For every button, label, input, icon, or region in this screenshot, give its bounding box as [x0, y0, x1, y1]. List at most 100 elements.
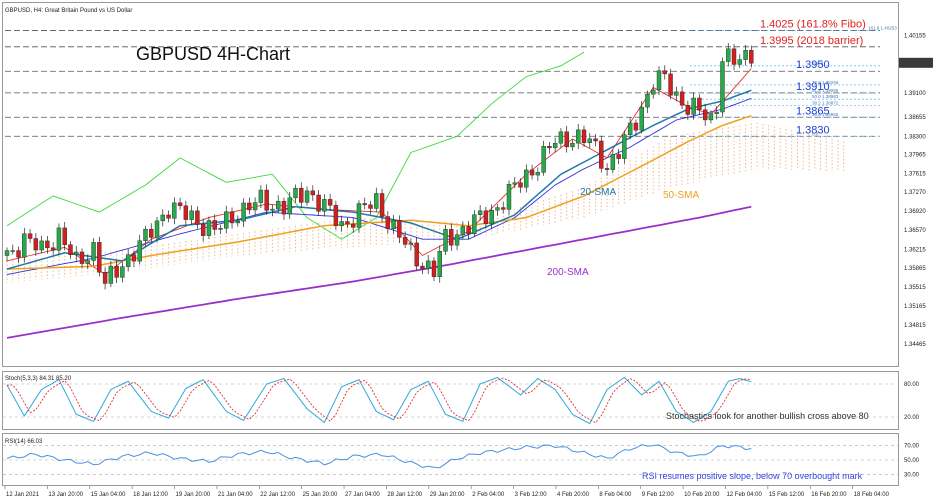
bear-candle [166, 214, 171, 219]
bull-candle [275, 200, 281, 210]
bull-candle [737, 59, 742, 65]
bull-candle [10, 250, 15, 252]
bull-candle [720, 61, 725, 113]
price-tick-label: 1.36920 [904, 209, 926, 215]
sma200-line [6, 205, 752, 339]
bull-candle [322, 199, 327, 212]
bull-candle [270, 208, 275, 211]
time-tick-label: 15 Feb 12:00 [769, 492, 805, 498]
time-tick-label: 25 Jan 20:00 [303, 492, 338, 498]
level-label: 1.3865 [796, 105, 830, 117]
bull-candle [576, 129, 581, 144]
bear-candle [362, 203, 367, 206]
bear-candle [679, 91, 685, 106]
fibo-label: 78.6 1.39246 [812, 80, 839, 85]
fibo-label: 161.8 1.40253 [868, 25, 897, 30]
bull-candle [120, 266, 125, 278]
bull-candle [477, 210, 483, 215]
bear-candle [731, 48, 737, 65]
bear-candle [195, 210, 200, 225]
bull-candle [235, 220, 241, 224]
bull-candle [172, 202, 177, 219]
bull-candle [241, 202, 246, 222]
rsi-title: RSI(14) 66.03 [5, 439, 43, 445]
stoch-title: Stoch(5,3,3) 84.31 85.20 [5, 376, 72, 382]
bear-candle [97, 242, 102, 273]
time-tick-label: 12 Jan 2021 [6, 492, 40, 498]
bear-candle [333, 205, 339, 226]
rsi-tick-label: 50.00 [904, 458, 920, 464]
bull-candle [56, 227, 62, 251]
bear-candle [264, 189, 269, 211]
fibo-label: 61.8 1.39095 [812, 88, 839, 93]
bear-candle [547, 146, 552, 149]
bear-candle [593, 138, 598, 142]
time-tick-label: 18 Jan 12:00 [133, 492, 168, 498]
bear-candle [397, 220, 402, 238]
sma50-line [6, 114, 752, 270]
bull-candle [656, 70, 662, 91]
time-tick-label: 8 Feb 04:00 [599, 492, 632, 498]
time-tick-label: 3 Feb 12:00 [515, 492, 548, 498]
bull-candle [743, 50, 748, 60]
bull-candle [489, 209, 494, 225]
bear-candle [633, 122, 639, 131]
bear-candle [420, 265, 425, 269]
sma20-line [6, 89, 752, 270]
bear-candle [749, 50, 754, 64]
level-label: 1.4025 (161.8% Fibo) [760, 19, 866, 31]
bull-candle [391, 220, 396, 229]
bear-candle [529, 169, 535, 176]
time-tick-label: 28 Jan 12:00 [387, 492, 422, 498]
fibo-label: 23.6 1.38655 [812, 112, 839, 117]
price-tick-label: 1.37615 [904, 171, 926, 177]
bull-candle [137, 240, 142, 262]
bear-candle [685, 105, 691, 115]
current-price-box [899, 57, 933, 68]
time-tick-label: 13 Jan 20:00 [48, 492, 83, 498]
fibo-label: 100.0 [812, 61, 824, 66]
bear-candle [351, 223, 356, 228]
level-label: 1.3830 [796, 124, 830, 136]
level-label: 1.3950 [796, 59, 830, 71]
bear-candle [183, 205, 189, 220]
time-tick-label: 18 Feb 04:00 [854, 492, 890, 498]
price-tick-label: 1.36570 [904, 228, 926, 234]
bull-candle [558, 131, 564, 144]
bear-candle [68, 244, 73, 255]
bull-candle [587, 138, 592, 143]
bear-candle [581, 129, 587, 143]
bull-candle [651, 89, 656, 95]
bull-candle [85, 260, 90, 264]
bull-candle [714, 111, 719, 114]
price-tick-label: 1.35865 [904, 266, 926, 272]
bull-candle [218, 228, 223, 230]
bull-candle [74, 251, 79, 255]
bear-candle [702, 109, 708, 121]
stoch-signal-line [7, 377, 752, 424]
stoch-tick-label: 80.00 [904, 382, 920, 388]
fibo-label: 50.0 1.38983 [812, 94, 839, 99]
level-label: 1.3910 [796, 81, 830, 93]
rsi-panel-frame [2, 433, 899, 486]
tenkan-sen-line [6, 68, 752, 276]
price-tick-label: 1.37270 [904, 190, 926, 196]
bull-candle [506, 184, 512, 210]
bear-candle [200, 224, 206, 236]
rsi-tick-label: 30.00 [904, 472, 920, 478]
bull-candle [691, 97, 696, 115]
bear-candle [131, 254, 137, 262]
fibo-label: 38.2 1.38872 [812, 100, 839, 105]
sma20-label: 20-SMA [580, 187, 616, 198]
bear-candle [50, 247, 56, 251]
time-tick-label: 16 Feb 20:00 [811, 492, 847, 498]
bull-candle [570, 142, 575, 148]
bear-candle [662, 70, 667, 75]
main-panel-frame [2, 2, 899, 367]
price-tick-label: 1.40855 [904, 0, 926, 2]
bull-candle [443, 229, 448, 252]
bull-candle [541, 146, 546, 173]
bull-candle [495, 207, 500, 211]
bull-candle [125, 254, 131, 267]
time-tick-label: 12 Feb 04:00 [726, 492, 762, 498]
